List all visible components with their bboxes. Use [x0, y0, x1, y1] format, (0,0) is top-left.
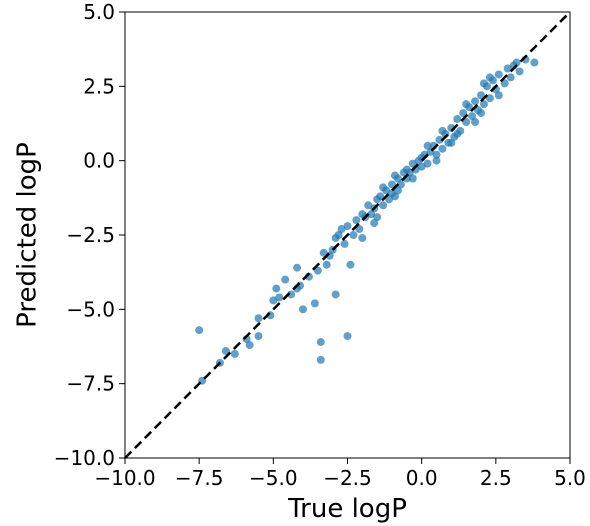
data-point	[408, 174, 417, 183]
data-point	[245, 341, 254, 350]
data-point	[340, 239, 349, 248]
data-point	[370, 219, 379, 228]
x-tick-label: 5.0	[554, 466, 586, 490]
y-tick-label: −10.0	[54, 446, 115, 470]
data-point	[503, 64, 512, 73]
data-point	[385, 195, 394, 204]
data-point	[376, 192, 385, 201]
data-point	[459, 109, 468, 118]
data-point	[477, 91, 485, 100]
data-points	[195, 55, 539, 385]
data-point	[506, 73, 515, 82]
data-point	[432, 156, 441, 165]
y-tick-label: 5.0	[83, 0, 115, 24]
data-point	[468, 112, 477, 121]
x-axis-label: True logP	[287, 494, 407, 524]
data-point	[447, 138, 456, 147]
data-point	[337, 225, 346, 234]
data-point	[438, 126, 447, 135]
y-tick-label: −7.5	[66, 372, 115, 396]
data-point	[485, 94, 494, 103]
data-point	[388, 180, 396, 189]
data-point	[272, 284, 281, 293]
data-point	[396, 180, 405, 189]
data-point	[230, 349, 239, 358]
data-point	[390, 192, 399, 201]
data-point	[453, 115, 462, 124]
data-point	[355, 225, 364, 234]
data-point	[408, 159, 417, 168]
y-axis-ticks: −10.0 −7.5 −5.0 −2.5 0.0 2.5 5.0	[54, 0, 125, 470]
data-point	[293, 263, 302, 272]
data-point	[530, 58, 539, 67]
data-point	[379, 183, 388, 192]
data-point	[343, 332, 352, 341]
data-point	[423, 159, 432, 168]
y-axis-label: Predicted logP	[13, 142, 43, 328]
data-point	[275, 293, 284, 302]
data-point	[349, 231, 358, 239]
x-tick-label: 2.5	[480, 466, 512, 490]
data-point	[462, 118, 471, 127]
identity-reference-line	[124, 11, 571, 459]
data-point	[494, 91, 503, 100]
data-point	[254, 314, 263, 323]
data-point	[417, 162, 426, 171]
data-point	[423, 141, 432, 150]
data-point	[287, 290, 296, 299]
x-tick-label: 0.0	[406, 466, 438, 490]
y-tick-label: −2.5	[66, 223, 115, 247]
data-point	[221, 346, 230, 355]
data-point	[479, 79, 488, 88]
data-point	[352, 216, 361, 225]
data-point	[367, 210, 376, 219]
data-point	[269, 296, 278, 305]
data-point	[343, 222, 352, 231]
data-point	[346, 260, 355, 269]
data-point	[310, 299, 319, 308]
data-point	[453, 129, 462, 138]
data-point	[512, 58, 521, 67]
data-point	[373, 213, 382, 222]
y-tick-label: 2.5	[83, 74, 115, 98]
data-point	[316, 355, 325, 364]
data-point	[319, 248, 328, 257]
data-point	[313, 266, 322, 275]
data-point	[364, 201, 373, 210]
data-point	[254, 332, 263, 341]
data-point	[432, 150, 441, 159]
data-point	[393, 186, 402, 195]
data-point	[435, 135, 444, 144]
data-point	[334, 231, 343, 239]
x-tick-label: −7.5	[175, 466, 224, 490]
data-point	[500, 79, 509, 88]
data-point	[438, 144, 447, 153]
y-tick-label: −5.0	[66, 297, 115, 321]
data-point	[322, 260, 331, 269]
data-point	[299, 305, 307, 314]
data-point	[471, 118, 480, 127]
data-point	[390, 171, 399, 180]
data-point	[281, 275, 290, 284]
data-point	[515, 67, 524, 76]
y-tick-label: 0.0	[83, 149, 115, 173]
x-axis-ticks: −10.0 −7.5 −5.0 −2.5 0.0 2.5 5.0	[94, 458, 586, 490]
data-point	[479, 100, 488, 109]
data-point	[195, 326, 204, 335]
x-tick-label: −5.0	[249, 466, 298, 490]
data-point	[485, 73, 494, 82]
x-tick-label: −10.0	[94, 466, 155, 490]
x-tick-label: −2.5	[323, 466, 372, 490]
data-point	[477, 109, 485, 118]
data-point	[316, 338, 325, 347]
data-point	[358, 233, 367, 242]
data-point	[331, 290, 340, 299]
data-point	[379, 201, 388, 210]
data-point	[494, 70, 503, 79]
data-point	[471, 97, 480, 106]
data-point	[462, 100, 471, 109]
